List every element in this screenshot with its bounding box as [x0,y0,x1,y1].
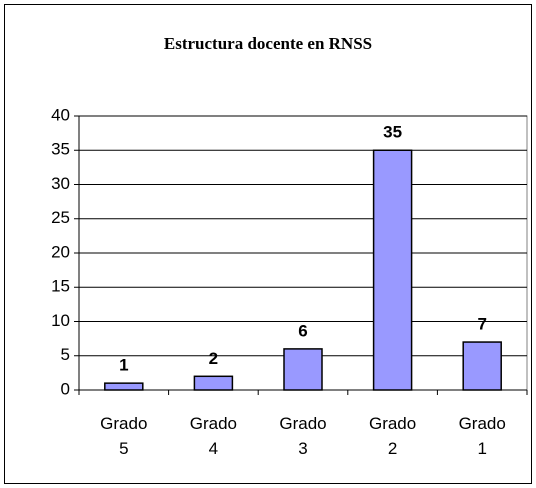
bar [283,348,323,391]
chart-title: Estructura docente en RNSS [164,34,372,53]
bar [372,149,413,391]
data-label: 35 [383,123,402,142]
bar [462,341,502,391]
y-tick-label: 25 [51,208,70,227]
x-tick-label: Grado 1 [459,414,506,458]
y-tick-label: 35 [51,140,70,159]
x-tick-label: Grado 2 [369,414,416,458]
y-tick-label: 30 [51,174,70,193]
x-tick-label: Grado 4 [190,414,237,458]
y-tick-label: 20 [51,242,70,261]
data-label: 7 [477,315,486,334]
data-label: 1 [119,356,128,375]
y-tick-label: 10 [51,311,70,330]
y-tick-label: 15 [51,277,70,296]
x-tick-label: Grado 5 [100,414,147,458]
y-tick-label: 40 [51,105,70,124]
data-label: 6 [298,321,307,340]
bar [104,382,144,391]
data-label: 2 [209,349,218,368]
y-tick-label: 0 [61,379,70,398]
x-tick-label: Grado 3 [279,414,326,458]
bar [193,375,234,391]
y-tick-label: 5 [61,345,70,364]
